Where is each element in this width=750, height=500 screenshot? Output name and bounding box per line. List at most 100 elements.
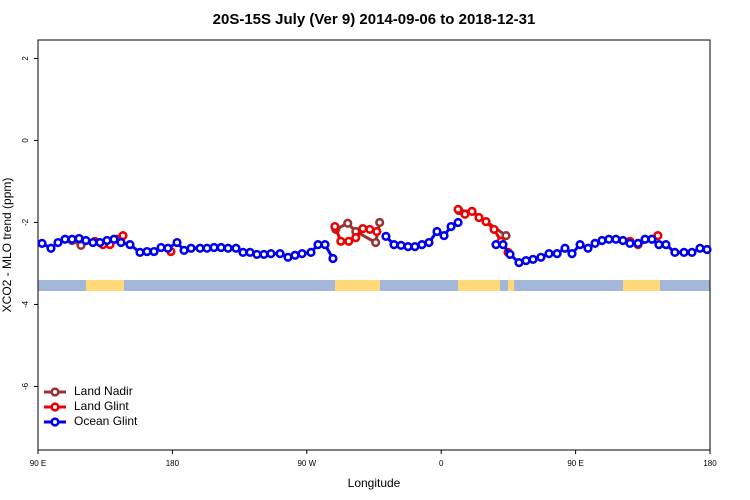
data-point — [109, 234, 119, 244]
data-point — [358, 224, 368, 234]
data-point — [552, 249, 562, 259]
legend-swatch-point — [50, 387, 60, 397]
land-band — [458, 280, 500, 291]
land-band — [508, 280, 514, 291]
data-point — [567, 249, 577, 259]
data-point — [142, 246, 152, 257]
data-point — [156, 242, 166, 253]
data-point — [633, 238, 643, 248]
data-point — [336, 236, 346, 246]
x-tick-label: 180 — [166, 459, 180, 468]
data-point — [453, 204, 463, 214]
y-tick-label: 2 — [21, 56, 30, 61]
data-point — [259, 249, 269, 260]
land-band — [86, 280, 124, 291]
data-point — [536, 252, 546, 262]
data-point — [283, 252, 293, 262]
y-axis-label: XCO2 - MLO trend (ppm) — [0, 178, 14, 313]
x-tick-label: 180 — [703, 459, 717, 468]
data-point — [611, 234, 621, 244]
data-point — [647, 234, 657, 244]
data-point — [202, 243, 212, 253]
data-point — [424, 237, 434, 248]
data-point — [583, 243, 593, 253]
data-point — [252, 249, 262, 260]
data-point — [625, 238, 635, 248]
data-point — [344, 236, 354, 246]
data-point — [116, 237, 126, 248]
data-point — [460, 209, 470, 219]
data-point — [186, 243, 196, 253]
data-point — [149, 246, 159, 257]
data-point — [618, 235, 628, 246]
data-point — [343, 218, 353, 228]
data-point — [231, 243, 241, 253]
data-point — [313, 239, 323, 250]
data-point — [505, 249, 515, 260]
data-point — [670, 247, 680, 257]
data-point — [446, 221, 456, 232]
x-tick-label: 90 W — [297, 459, 316, 468]
data-point — [125, 239, 135, 250]
data-point — [88, 237, 98, 248]
data-point — [290, 250, 300, 260]
data-point — [489, 224, 499, 235]
chart-title: 20S-15S July (Ver 9) 2014-09-06 to 2018-… — [213, 11, 536, 28]
y-tick-label: -4 — [21, 300, 30, 308]
y-tick-label: -2 — [21, 218, 30, 226]
data-point — [238, 247, 248, 257]
data-point — [216, 242, 226, 253]
data-point — [372, 226, 382, 237]
data-point — [275, 249, 285, 259]
data-point — [209, 242, 219, 253]
data-point — [135, 247, 145, 257]
data-point — [195, 243, 205, 253]
data-point — [439, 230, 449, 241]
data-point — [474, 212, 484, 223]
data-point — [37, 238, 47, 248]
data-point — [481, 217, 491, 227]
data-point — [102, 235, 112, 246]
data-point — [297, 249, 307, 259]
x-axis-label: Longitude — [348, 476, 401, 490]
data-point — [654, 239, 664, 250]
data-point — [544, 249, 554, 259]
data-point — [306, 247, 316, 257]
data-point — [67, 234, 77, 244]
data-point — [514, 258, 524, 268]
data-point — [410, 242, 420, 252]
land-band — [623, 280, 660, 291]
y-tick-label: -6 — [21, 382, 30, 390]
data-point — [491, 239, 501, 250]
data-point — [95, 237, 105, 248]
land-band — [335, 280, 380, 291]
legend-label: Land Nadir — [74, 384, 133, 398]
data-point — [320, 239, 330, 250]
data-point — [702, 244, 712, 255]
data-point — [330, 221, 340, 232]
data-point — [266, 249, 276, 259]
data-point — [53, 237, 63, 248]
data-point — [604, 234, 614, 244]
data-point — [521, 255, 531, 266]
data-point — [371, 237, 381, 248]
data-point — [223, 243, 233, 253]
data-point — [501, 230, 511, 241]
data-point — [60, 234, 70, 244]
x-tick-label: 0 — [439, 459, 444, 468]
data-point — [46, 243, 56, 253]
data-point — [498, 239, 508, 250]
data-point — [365, 224, 375, 235]
y-tick-label: 0 — [21, 138, 30, 143]
data-point — [597, 235, 607, 246]
data-point — [389, 239, 399, 250]
legend-label: Ocean Glint — [74, 414, 138, 428]
data-point — [453, 217, 463, 228]
data-point — [118, 230, 128, 241]
data-point — [163, 243, 173, 253]
data-point — [351, 233, 361, 243]
data-point — [560, 243, 570, 253]
surface-mask — [38, 280, 710, 291]
